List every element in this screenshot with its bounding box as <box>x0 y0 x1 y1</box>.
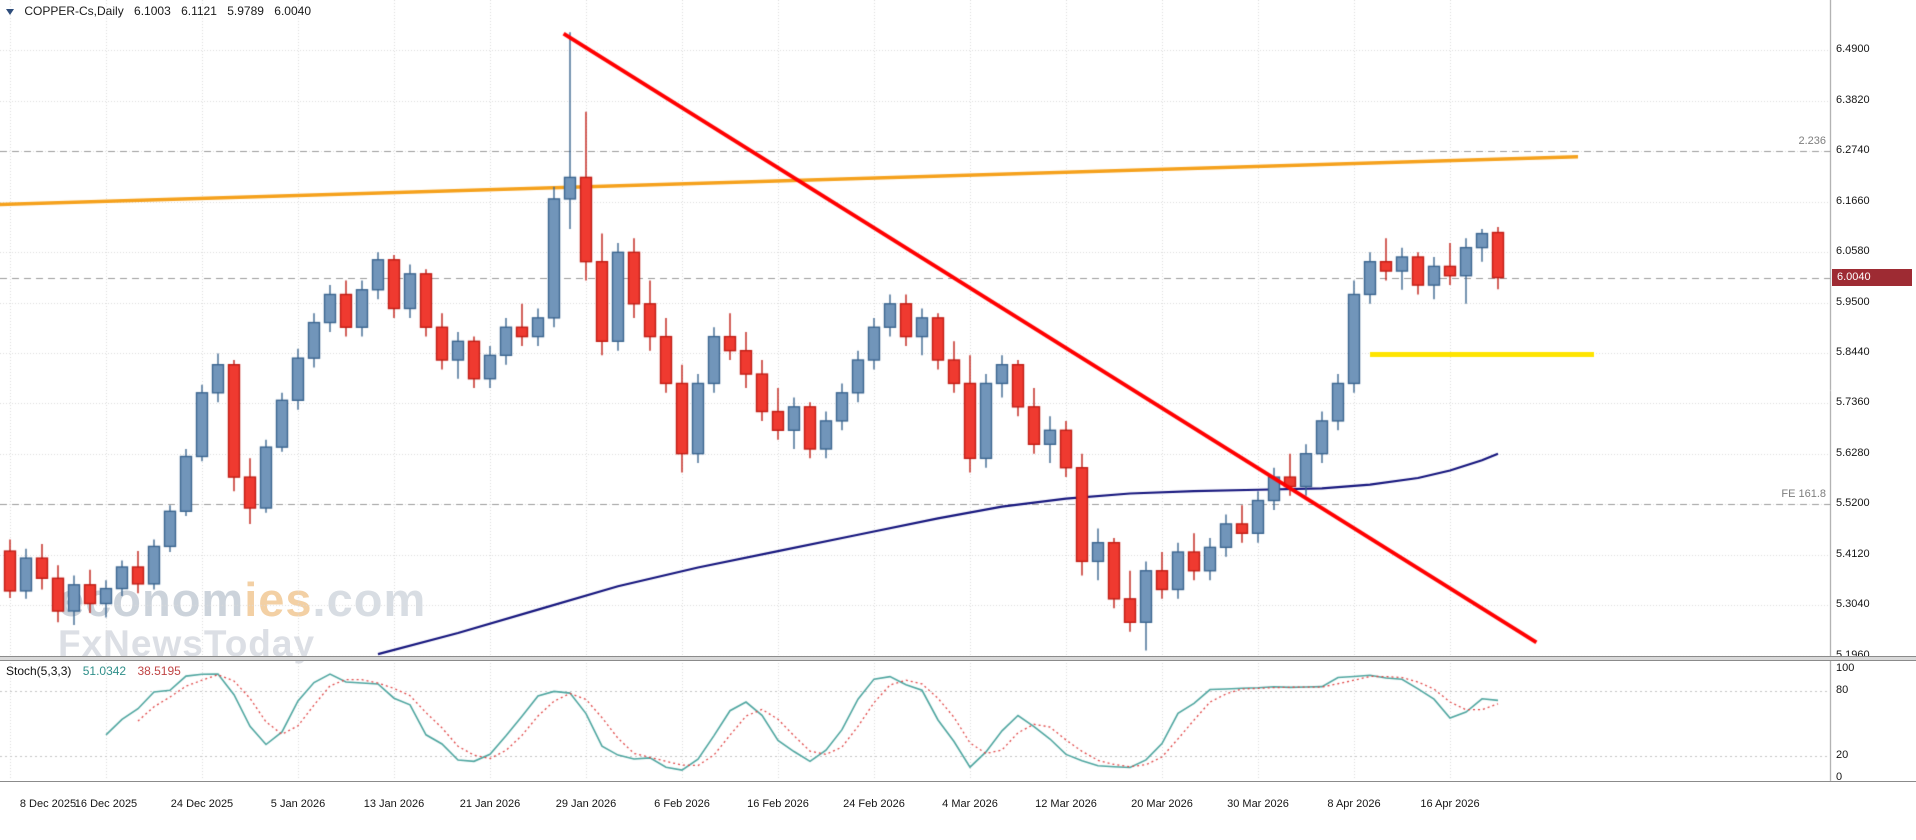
ohlc-high: 6.1121 <box>181 4 217 18</box>
time-axis-label: 8 Dec 2025 <box>19 798 77 810</box>
symbol-info: COPPER-Cs,Daily 6.1003 6.1121 5.9789 6.0… <box>6 4 318 18</box>
ohlc-close: 6.0040 <box>274 4 311 18</box>
price-axis-tick-label: 5.3040 <box>1836 598 1870 611</box>
price-axis-tick-label: 6.3820 <box>1836 93 1870 106</box>
price-axis-tick-label: 5.7360 <box>1836 396 1870 409</box>
ohlc-open: 6.1003 <box>134 4 171 18</box>
time-axis-label: 16 Dec 2025 <box>74 798 138 810</box>
indicator-axis-tick-label: 20 <box>1836 749 1849 762</box>
current-price-badge: 6.0040 <box>1832 269 1912 287</box>
time-axis-label: 16 Apr 2026 <box>1420 798 1480 810</box>
symbol-title: COPPER-Cs,Daily <box>24 4 124 18</box>
indicator-axis-tick-label: 80 <box>1836 683 1849 696</box>
price-axis-tick-label: 5.4120 <box>1836 547 1870 560</box>
fib-level-label-fe161-8: FE 161.8 <box>1781 488 1826 501</box>
time-axis-label: 30 Mar 2026 <box>1227 798 1289 810</box>
time-axis-label: 4 Mar 2026 <box>942 798 998 810</box>
stochastic-label: Stoch(5,3,3) 51.0342 38.5195 <box>6 664 189 678</box>
time-axis-label: 8 Apr 2026 <box>1327 798 1381 810</box>
triangle-down-icon <box>6 9 14 15</box>
price-axis-tick-label: 6.1660 <box>1836 194 1870 207</box>
price-axis-tick-label: 6.2740 <box>1836 144 1870 157</box>
stochastic-signal-value: 38.5195 <box>137 664 181 678</box>
time-axis-label: 29 Jan 2026 <box>555 798 617 810</box>
time-axis-label: 24 Feb 2026 <box>843 798 905 810</box>
time-axis-label: 12 Mar 2026 <box>1035 798 1097 810</box>
time-axis-label: 13 Jan 2026 <box>363 798 425 810</box>
fib-level-label-2236: 2.236 <box>1798 135 1826 148</box>
time-axis-label: 20 Mar 2026 <box>1131 798 1193 810</box>
stochastic-name: Stoch(5,3,3) <box>6 664 72 678</box>
time-axis-separator <box>0 781 1916 782</box>
price-axis-tick-label: 5.6280 <box>1836 446 1870 459</box>
time-axis-label: 21 Jan 2026 <box>459 798 521 810</box>
indicator-axis-tick-label: 100 <box>1836 662 1855 674</box>
price-axis-tick-label: 5.5200 <box>1836 497 1870 510</box>
ohlc-low: 5.9789 <box>227 4 264 18</box>
time-axis-label: 16 Feb 2026 <box>747 798 809 810</box>
time-axis-label: 6 Feb 2026 <box>654 798 710 810</box>
time-axis-label: 5 Jan 2026 <box>270 798 326 810</box>
panel-separator[interactable] <box>0 656 1916 661</box>
time-axis-label: 24 Dec 2025 <box>170 798 234 810</box>
stochastic-main-value: 51.0342 <box>82 664 127 678</box>
price-axis-tick-label: 6.4900 <box>1836 43 1870 55</box>
indicator-axis-tick-label: 0 <box>1836 771 1843 783</box>
price-axis-tick-label: 6.0580 <box>1836 245 1870 258</box>
price-axis-tick-label: 5.9500 <box>1836 295 1870 308</box>
price-axis-tick-label: 5.8440 <box>1836 345 1870 358</box>
